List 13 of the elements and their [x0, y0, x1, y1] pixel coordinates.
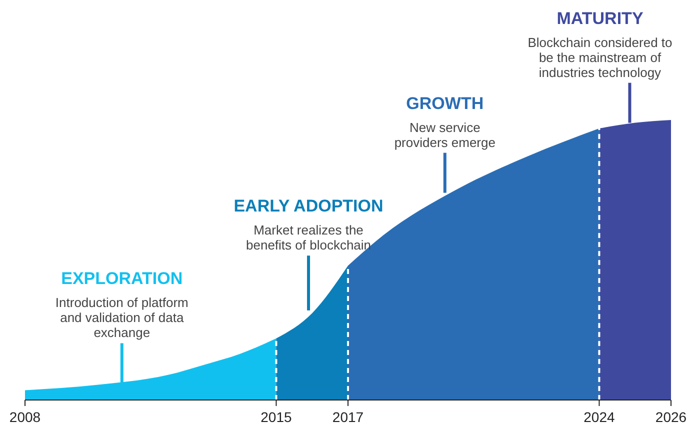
text: GROWTH: [406, 94, 484, 113]
annotation: Market realizes the benefits of blockchain: [246, 222, 372, 253]
text: EXPLORATION: [61, 269, 183, 288]
text: MATURITY: [556, 8, 644, 28]
x-tick-label: 2024: [584, 409, 616, 425]
annotation: Introduction of platform and validation of data exchange: [55, 295, 188, 340]
annotation: Blockchain considered to be the mainstream of industries technology: [528, 34, 672, 80]
x-tick-label: 2026: [655, 409, 687, 425]
x-tick-label: 2015: [260, 409, 292, 425]
x-tick-label: 2008: [9, 409, 41, 425]
text: EARLY ADOPTION: [234, 196, 384, 216]
x-tick-label: 2017: [332, 409, 364, 425]
annotation: New service providers emerge: [394, 120, 496, 150]
